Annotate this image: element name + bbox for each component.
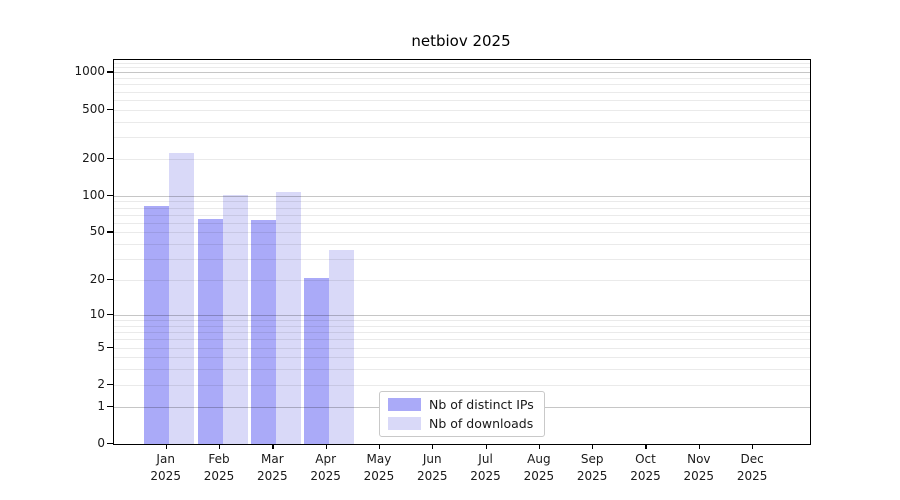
legend-item-distinct-ips: Nb of distinct IPs (388, 397, 534, 412)
x-tick-label-aug: Aug 2025 (523, 452, 555, 484)
gridline-5 (114, 347, 810, 349)
y-tick-label-0: 0 (97, 436, 105, 450)
y-tick-label-1000: 1000 (74, 64, 105, 79)
gridline-300 (114, 136, 810, 138)
y-tick-label-100: 100 (82, 187, 105, 202)
x-tick-mark-may (378, 444, 381, 449)
gridline-1200 (114, 62, 810, 64)
x-tick-label-apr: Apr 2025 (310, 452, 341, 484)
gridline-50 (114, 232, 810, 234)
gridline-6 (114, 339, 810, 341)
bar-downloads-apr (329, 249, 355, 444)
x-tick-label-jun: Jun 2025 (416, 452, 448, 484)
x-tick-label-feb: Feb 2025 (203, 452, 235, 484)
x-tick-mark-aug (538, 444, 541, 449)
y-tick-mark-200 (107, 157, 113, 159)
x-tick-label-nov: Nov 2025 (683, 452, 715, 484)
x-tick-mark-sep (592, 444, 594, 449)
gridline-30 (114, 259, 810, 261)
x-tick-label-oct: Oct 2025 (630, 452, 661, 484)
legend: Nb of distinct IPs Nb of downloads (379, 391, 545, 437)
y-tick-mark-0 (107, 443, 113, 445)
gridline-200 (114, 158, 810, 160)
gridline-100 (114, 195, 810, 197)
gridline-70 (114, 214, 810, 216)
x-tick-label-jul: Jul 2025 (470, 452, 501, 484)
y-tick-label-20: 20 (89, 272, 105, 287)
gridline-800 (114, 84, 810, 86)
y-tick-label-2: 2 (97, 376, 105, 391)
gridline-20 (114, 280, 810, 282)
y-tick-label-10: 10 (89, 307, 105, 321)
bar-distinct-ips-jan (144, 206, 170, 444)
bar-distinct-ips-feb (197, 218, 223, 444)
gridline-9 (114, 320, 810, 322)
legend-swatch-distinct-ips (388, 398, 421, 411)
y-tick-mark-10 (107, 314, 113, 316)
x-tick-mark-mar (272, 444, 274, 449)
gridline-3 (114, 369, 810, 371)
gridline-600 (114, 99, 810, 101)
y-tick-mark-20 (107, 279, 113, 281)
x-tick-mark-dec (752, 444, 754, 449)
gridline-900 (114, 77, 810, 79)
plot-area: Nb of distinct IPs Nb of downloads (113, 59, 811, 445)
legend-label-distinct-ips: Nb of distinct IPs (429, 397, 534, 412)
x-tick-mark-jul (485, 444, 487, 449)
gridline-40 (114, 244, 810, 246)
gridline-90 (114, 201, 810, 203)
x-tick-mark-feb (219, 444, 221, 449)
y-tick-label-1: 1 (97, 398, 105, 413)
legend-label-downloads: Nb of downloads (429, 416, 534, 431)
y-tick-mark-1 (107, 405, 113, 407)
gridline-1100 (114, 67, 810, 69)
x-tick-mark-oct (645, 444, 647, 449)
x-tick-mark-apr (325, 444, 327, 449)
x-tick-label-mar: Mar 2025 (257, 452, 288, 484)
gridline-1000 (114, 72, 810, 74)
gridline-80 (114, 207, 810, 209)
y-tick-label-200: 200 (82, 150, 105, 165)
y-tick-mark-100 (107, 194, 113, 196)
x-tick-mark-jun (432, 444, 434, 449)
x-tick-mark-nov (698, 444, 700, 449)
legend-item-downloads: Nb of downloads (388, 416, 534, 431)
legend-swatch-downloads (388, 417, 421, 430)
y-tick-label-50: 50 (89, 224, 105, 239)
bar-downloads-mar (275, 191, 301, 444)
x-tick-mark-jan (165, 444, 167, 449)
gridline-2 (114, 384, 810, 386)
x-tick-label-dec: Dec 2025 (736, 452, 768, 484)
y-tick-mark-5 (107, 346, 113, 348)
bar-distinct-ips-apr (304, 277, 330, 444)
bar-downloads-feb (222, 195, 248, 444)
chart-title: netbiov 2025 (411, 32, 511, 50)
gridline-500 (114, 109, 810, 111)
gridline-60 (114, 222, 810, 224)
gridline-8 (114, 325, 810, 327)
y-tick-label-5: 5 (97, 339, 105, 354)
y-tick-mark-500 (107, 108, 113, 110)
x-tick-label-may: May 2025 (363, 452, 395, 484)
x-tick-label-jan: Jan 2025 (150, 452, 181, 484)
y-tick-mark-2 (107, 383, 113, 386)
y-tick-label-500: 500 (82, 101, 105, 116)
x-tick-label-sep: Sep 2025 (576, 452, 608, 484)
gridline-4 (114, 357, 810, 359)
gridline-700 (114, 91, 810, 93)
y-tick-mark-50 (107, 231, 113, 233)
gridline-400 (114, 121, 810, 123)
gridline-10 (114, 315, 810, 316)
gridline-7 (114, 332, 810, 334)
y-tick-mark-1000 (107, 71, 113, 73)
